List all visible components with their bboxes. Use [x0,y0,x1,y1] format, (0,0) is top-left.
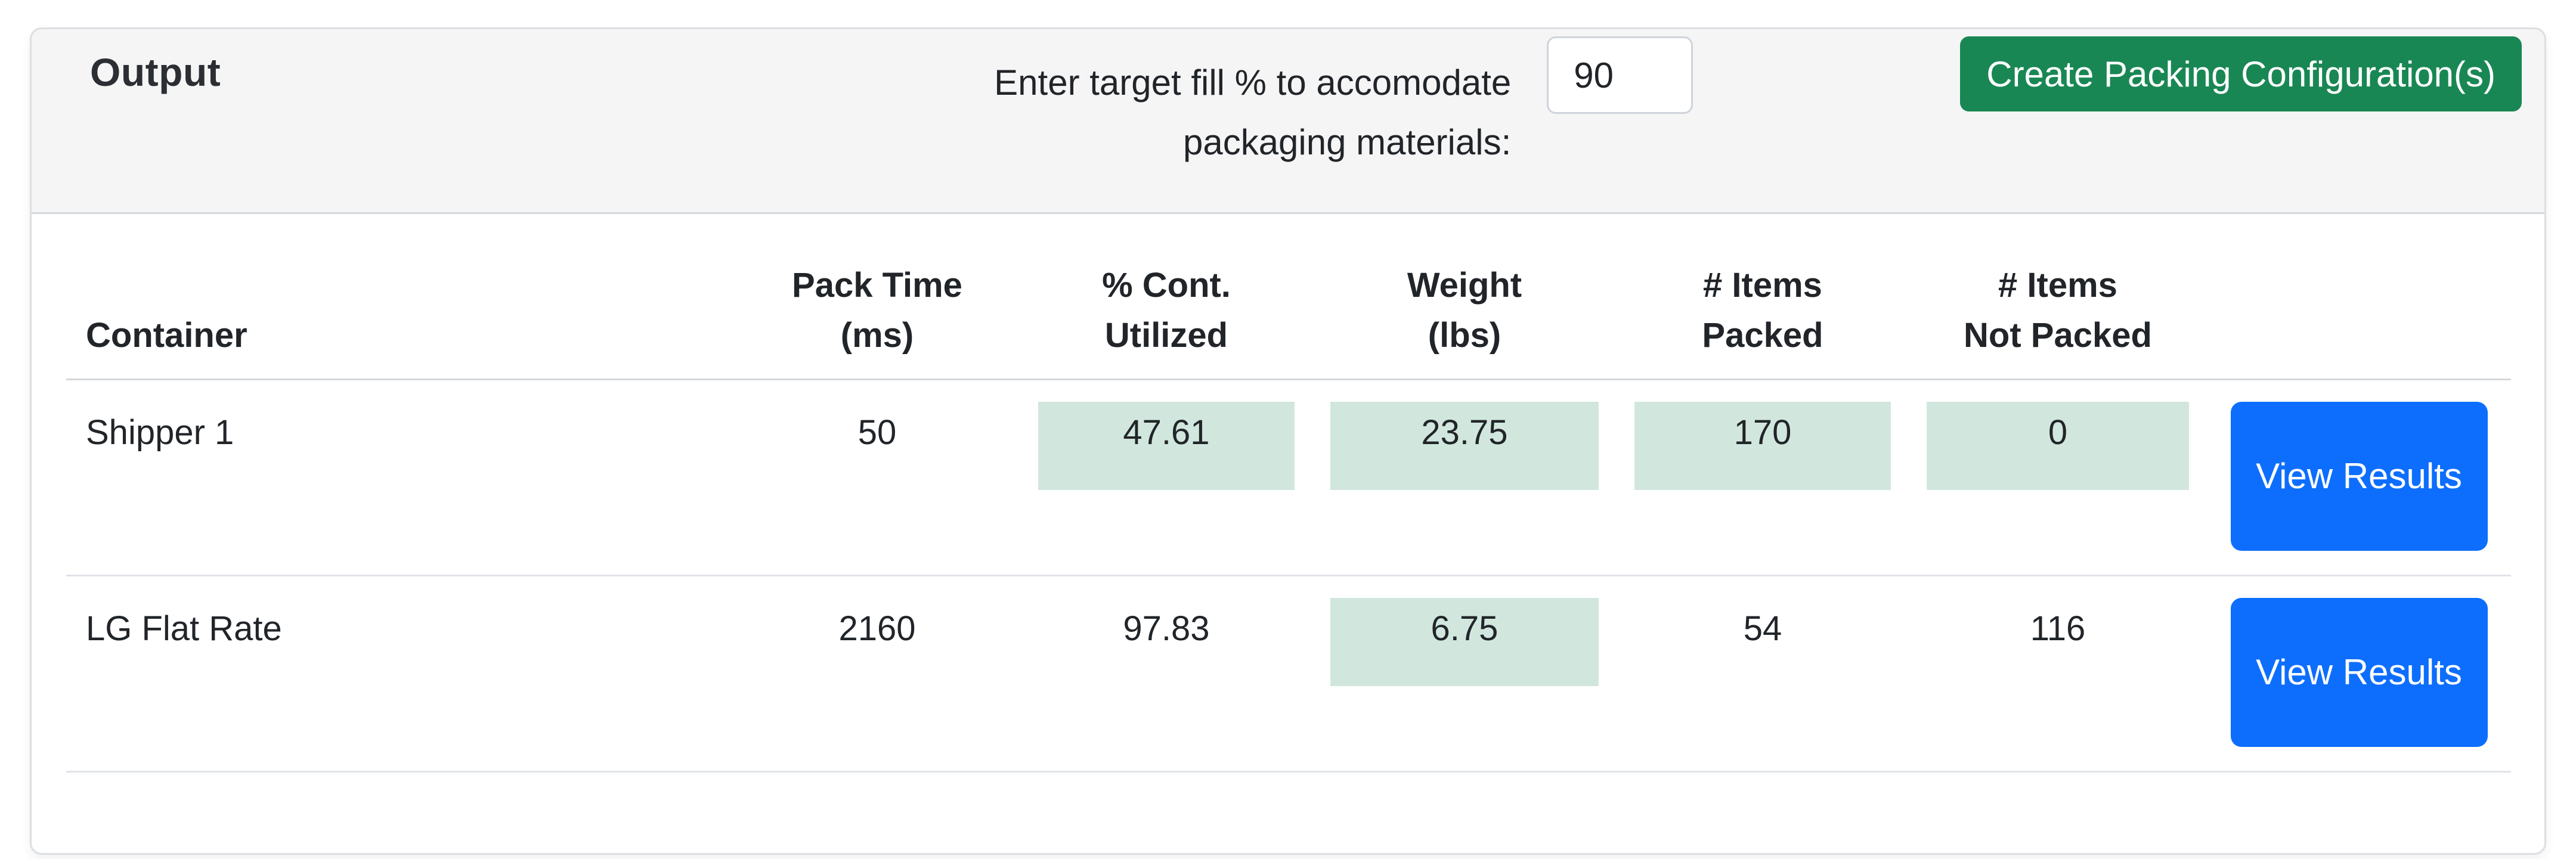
create-packing-configurations-button[interactable]: Create Packing Configuration(s) [1960,36,2522,111]
cell-container-name: LG Flat Rate [66,575,734,773]
value-pill: 23.75 [1330,402,1599,490]
value-pill: 47.61 [1038,402,1295,490]
column-header-items-not-packed: # Items Not Packed [1909,214,2207,380]
column-header-pct-utilized: % Cont. Utilized [1020,214,1312,380]
value-pill: 116 [2030,609,2086,648]
value-pill: 54 [1743,609,1782,648]
target-fill-label-line1: Enter target fill % to accomodate [994,63,1512,103]
view-results-button[interactable]: View Results [2230,598,2488,747]
cell-weight: 23.75 [1312,379,1617,576]
output-card-header: Output Enter target fill % to accomodate… [32,29,2544,214]
view-results-button[interactable]: View Results [2230,402,2488,551]
output-card: Output Enter target fill % to accomodate… [30,27,2546,855]
cell-items-not-packed: 0 [1909,379,2207,576]
cell-weight: 6.75 [1312,575,1617,773]
column-header-actions [2207,214,2511,380]
cell-actions: View Results [2207,379,2511,576]
target-fill-input[interactable] [1547,36,1693,114]
cell-pack-time: 50 [734,379,1020,576]
results-table: Container Pack Time (ms) % Cont. Utilize… [66,214,2511,773]
value-pill: 170 [1634,402,1891,490]
results-table-container: Container Pack Time (ms) % Cont. Utilize… [32,214,2544,773]
value-pill: 97.83 [1123,609,1210,648]
value-pill: 6.75 [1330,598,1599,686]
table-header-row: Container Pack Time (ms) % Cont. Utilize… [66,214,2511,380]
cell-items-packed: 54 [1617,575,1909,773]
column-header-weight: Weight (lbs) [1312,214,1617,380]
cell-pct-utilized: 97.83 [1020,575,1312,773]
cell-pack-time: 2160 [734,575,1020,773]
cell-pct-utilized: 47.61 [1020,379,1312,576]
table-row: Shipper 1 50 47.61 23.75 170 0 [66,379,2511,576]
cell-items-packed: 170 [1617,379,1909,576]
page-title: Output [90,50,221,94]
cell-items-not-packed: 116 [1909,575,2207,773]
value-pill: 0 [1927,402,2189,490]
cell-container-name: Shipper 1 [66,379,734,576]
target-fill-label: Enter target fill % to accomodate packag… [915,53,1511,172]
column-header-pack-time: Pack Time (ms) [734,214,1020,380]
column-header-items-packed: # Items Packed [1617,214,1909,380]
cell-actions: View Results [2207,575,2511,773]
table-row: LG Flat Rate 2160 97.83 6.75 54 116 [66,575,2511,773]
column-header-container: Container [66,214,734,380]
target-fill-label-line2: packaging materials: [1182,122,1512,162]
